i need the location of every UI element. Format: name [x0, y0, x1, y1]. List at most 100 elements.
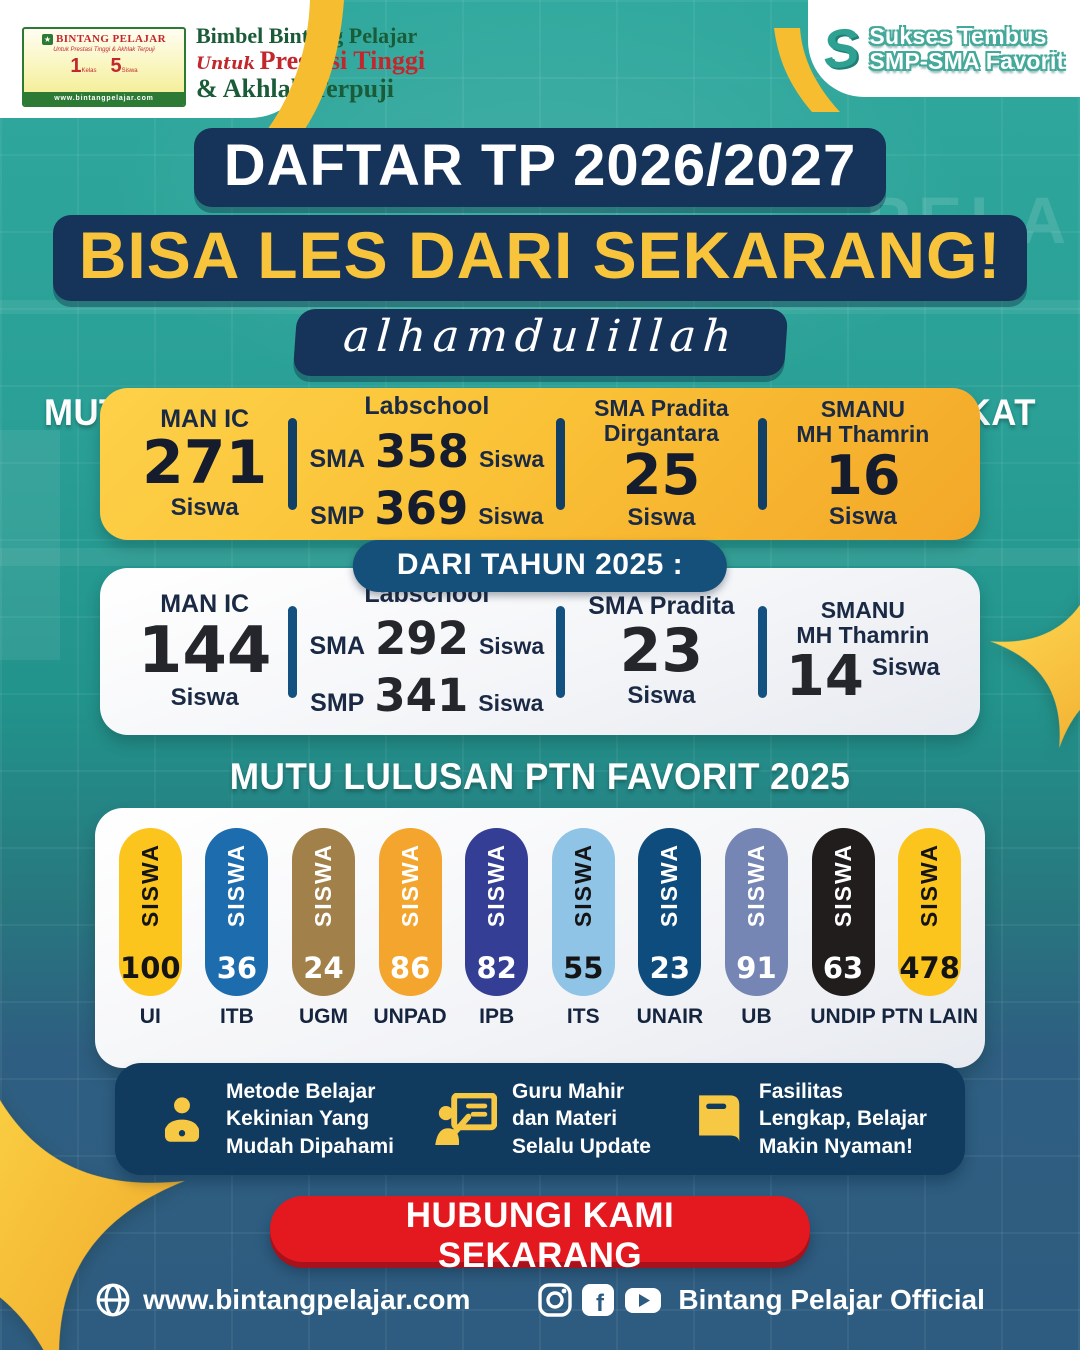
website-link[interactable]: www.bintangpelajar.com — [143, 1284, 471, 1315]
brand-tagline-script: Untuk — [196, 54, 256, 75]
bar-value: 36 — [216, 951, 258, 985]
column-divider — [556, 418, 566, 510]
logo-star-icon: ★ — [41, 33, 53, 45]
bar-value: 23 — [649, 951, 691, 985]
ptn-bar-ipb: SISWA 82 IPB — [453, 828, 540, 1029]
bar-value: 82 — [476, 951, 517, 985]
stat-column-pradita: SMA Pradita Dirgantara 25 Siswa — [570, 396, 752, 532]
feature-text: Guru Mahir dan Materi Selalu Update — [512, 1080, 651, 1158]
laptop-person-icon — [164, 1097, 200, 1142]
bar-unit-label: SISWA — [656, 843, 683, 928]
bar-unit-label: SISWA — [136, 843, 163, 928]
stat-column-pradita: SMA Pradita 23 Siswa — [570, 593, 752, 710]
column-divider — [288, 605, 298, 698]
school-name: SMA Pradita Dirgantara — [594, 395, 729, 447]
features-card: Metode Belajar Kekinian Yang Mudah Dipaham… — [115, 1063, 965, 1175]
bar-unit-label: SISWA — [223, 843, 250, 928]
card-unggulan-2026: MAN IC 271 Siswa Labschool SMA 358 Siswa… — [100, 388, 980, 540]
banner-dari-tahun-2025: DARI TAHUN 2025 : — [352, 540, 728, 592]
bar-value: 86 — [389, 951, 431, 985]
youtube-icon[interactable] — [624, 1283, 662, 1317]
title-line1: DAFTAR TP 2026/2027 — [193, 128, 887, 207]
stat-column-man-ic: MAN IC 144 Siswa — [126, 591, 283, 712]
logo-slogan: Untuk Prestasi Tinggi & Akhlak Terpuji — [53, 47, 155, 53]
bar-unit-label: SISWA — [742, 843, 769, 928]
stat-column-labschool: Labschool SMA 358 Siswa SMP 369 Siswa — [303, 393, 551, 535]
ptn-heading: MUTU LULUSAN PTN FAVORIT 2025 — [229, 756, 851, 797]
globe-icon — [96, 1283, 130, 1317]
facebook-icon[interactable]: f — [581, 1283, 615, 1317]
level-label: SMP — [310, 501, 365, 530]
card-tahun-2025: MAN IC 144 Siswa Labschool SMA 292 Siswa… — [100, 568, 980, 735]
bar-label: UGM — [298, 1005, 348, 1028]
svg-text:f: f — [596, 1290, 605, 1317]
column-divider — [288, 418, 298, 510]
brand-tagline-2: & Akhlak Terpuji — [196, 73, 394, 103]
stat-unit: Siswa — [871, 654, 940, 682]
feature-item-fasilitas: Fasilitas Lengkap, Belajar Makin Nyaman! — [692, 1078, 927, 1160]
stat-column-man-ic: MAN IC 271 Siswa — [126, 405, 283, 523]
stat-value: 16 — [825, 443, 901, 507]
ptn-bar-its: SISWA 55 ITS — [540, 828, 627, 1029]
bar-label: UI — [139, 1005, 161, 1028]
feature-item-metode: Metode Belajar Kekinian Yang Mudah Dipaham… — [153, 1078, 394, 1160]
stat-value: 23 — [619, 615, 704, 686]
stat-value: 358 — [375, 424, 469, 478]
stat-unit: Siswa — [627, 503, 696, 531]
bar-unit-label: SISWA — [916, 843, 943, 928]
bar-label: ITB — [219, 1005, 254, 1028]
feature-text: Metode Belajar Kekinian Yang Mudah Dipaham… — [226, 1080, 395, 1158]
bar-value: 91 — [736, 951, 777, 985]
ptn-bar-itb: SISWA 36 ITB — [194, 828, 281, 1029]
bar-unit-label: SISWA — [309, 843, 336, 928]
school-name: SMANU MH Thamrin — [796, 396, 930, 448]
instagram-icon[interactable] — [538, 1283, 573, 1317]
stat-column-thamrin: SMANU MH Thamrin 14 Siswa — [772, 596, 954, 705]
bar-unit-label: SISWA — [569, 843, 596, 928]
brand-name: Bimbel Bintang Pelajar — [196, 23, 418, 48]
bar-unit-label: SISWA — [483, 843, 510, 928]
ptn-bar-undip: SISWA 63 UNDIP — [800, 828, 887, 1029]
book-icon — [696, 1095, 740, 1145]
logo-title: BINTANG PELAJAR — [55, 33, 166, 45]
brand-tagline-1: Prestasi Tinggi — [259, 46, 426, 76]
bar-value: 55 — [563, 951, 604, 985]
ptn-bar-ugm: SISWA 24 UGM — [280, 828, 367, 1029]
bar-value: 63 — [822, 951, 864, 985]
feature-text: Fasilitas Lengkap, Belajar Makin Nyaman! — [758, 1080, 927, 1158]
footer: www.bintangpelajar.com f Bintang Pelajar — [0, 1282, 1080, 1318]
logo-ratio-1: 1 — [70, 55, 82, 77]
level-label: SMA — [309, 444, 366, 473]
ptn-bar-unair: SISWA 23 UNAIR — [627, 828, 714, 1029]
stat-unit: Siswa — [170, 494, 239, 522]
bar-label: ITS — [566, 1005, 600, 1028]
level-label: SMP — [310, 689, 365, 718]
school-name: SMANU MH Thamrin — [796, 596, 930, 648]
ptn-bar-ptn-lain: SISWA 478 PTN LAIN — [881, 828, 978, 1029]
logo-ratio-5: 5 — [110, 55, 122, 77]
brand-logo-box[interactable]: ★ BINTANG PELAJAR Untuk Prestasi Tinggi … — [22, 27, 186, 107]
ptn-bar-unpad: SISWA 86 UNPAD — [367, 828, 454, 1029]
logo-ratio-5-word: Siswa — [121, 68, 138, 74]
cta-button[interactable]: HUBUNGI KAMI SEKARANG — [270, 1196, 810, 1275]
bar-label: UB — [741, 1005, 772, 1028]
bar-value: 100 — [120, 951, 181, 985]
feature-item-guru: Guru Mahir dan Materi Selalu Update — [435, 1078, 651, 1160]
header-left-blob: ★ BINTANG PELAJAR Untuk Prestasi Tinggi … — [0, 0, 425, 118]
logo-ratio-1-word: Kelas — [81, 68, 97, 74]
bar-label: UNDIP — [810, 1005, 876, 1028]
stat-column-thamrin: SMANU MH Thamrin 16 Siswa — [772, 397, 954, 531]
badge-tagline-line2: SMP-SMA Favorit — [869, 47, 1065, 74]
stat-value: 341 — [374, 669, 469, 723]
column-divider — [757, 418, 767, 510]
bar-unit-label: SISWA — [396, 843, 423, 928]
bar-value: 478 — [899, 951, 960, 985]
stat-column-labschool: Labschool SMA 292 Siswa SMP 341 Siswa — [303, 580, 551, 723]
badge-tagline-line1: Sukses Tembus — [869, 23, 1047, 50]
column-divider — [757, 605, 767, 698]
stat-unit: Siswa — [478, 690, 544, 717]
stat-unit: Siswa — [627, 681, 696, 709]
bar-label: UNPAD — [373, 1005, 447, 1028]
building-band — [0, 430, 60, 660]
school-name: MAN IC — [160, 590, 250, 619]
